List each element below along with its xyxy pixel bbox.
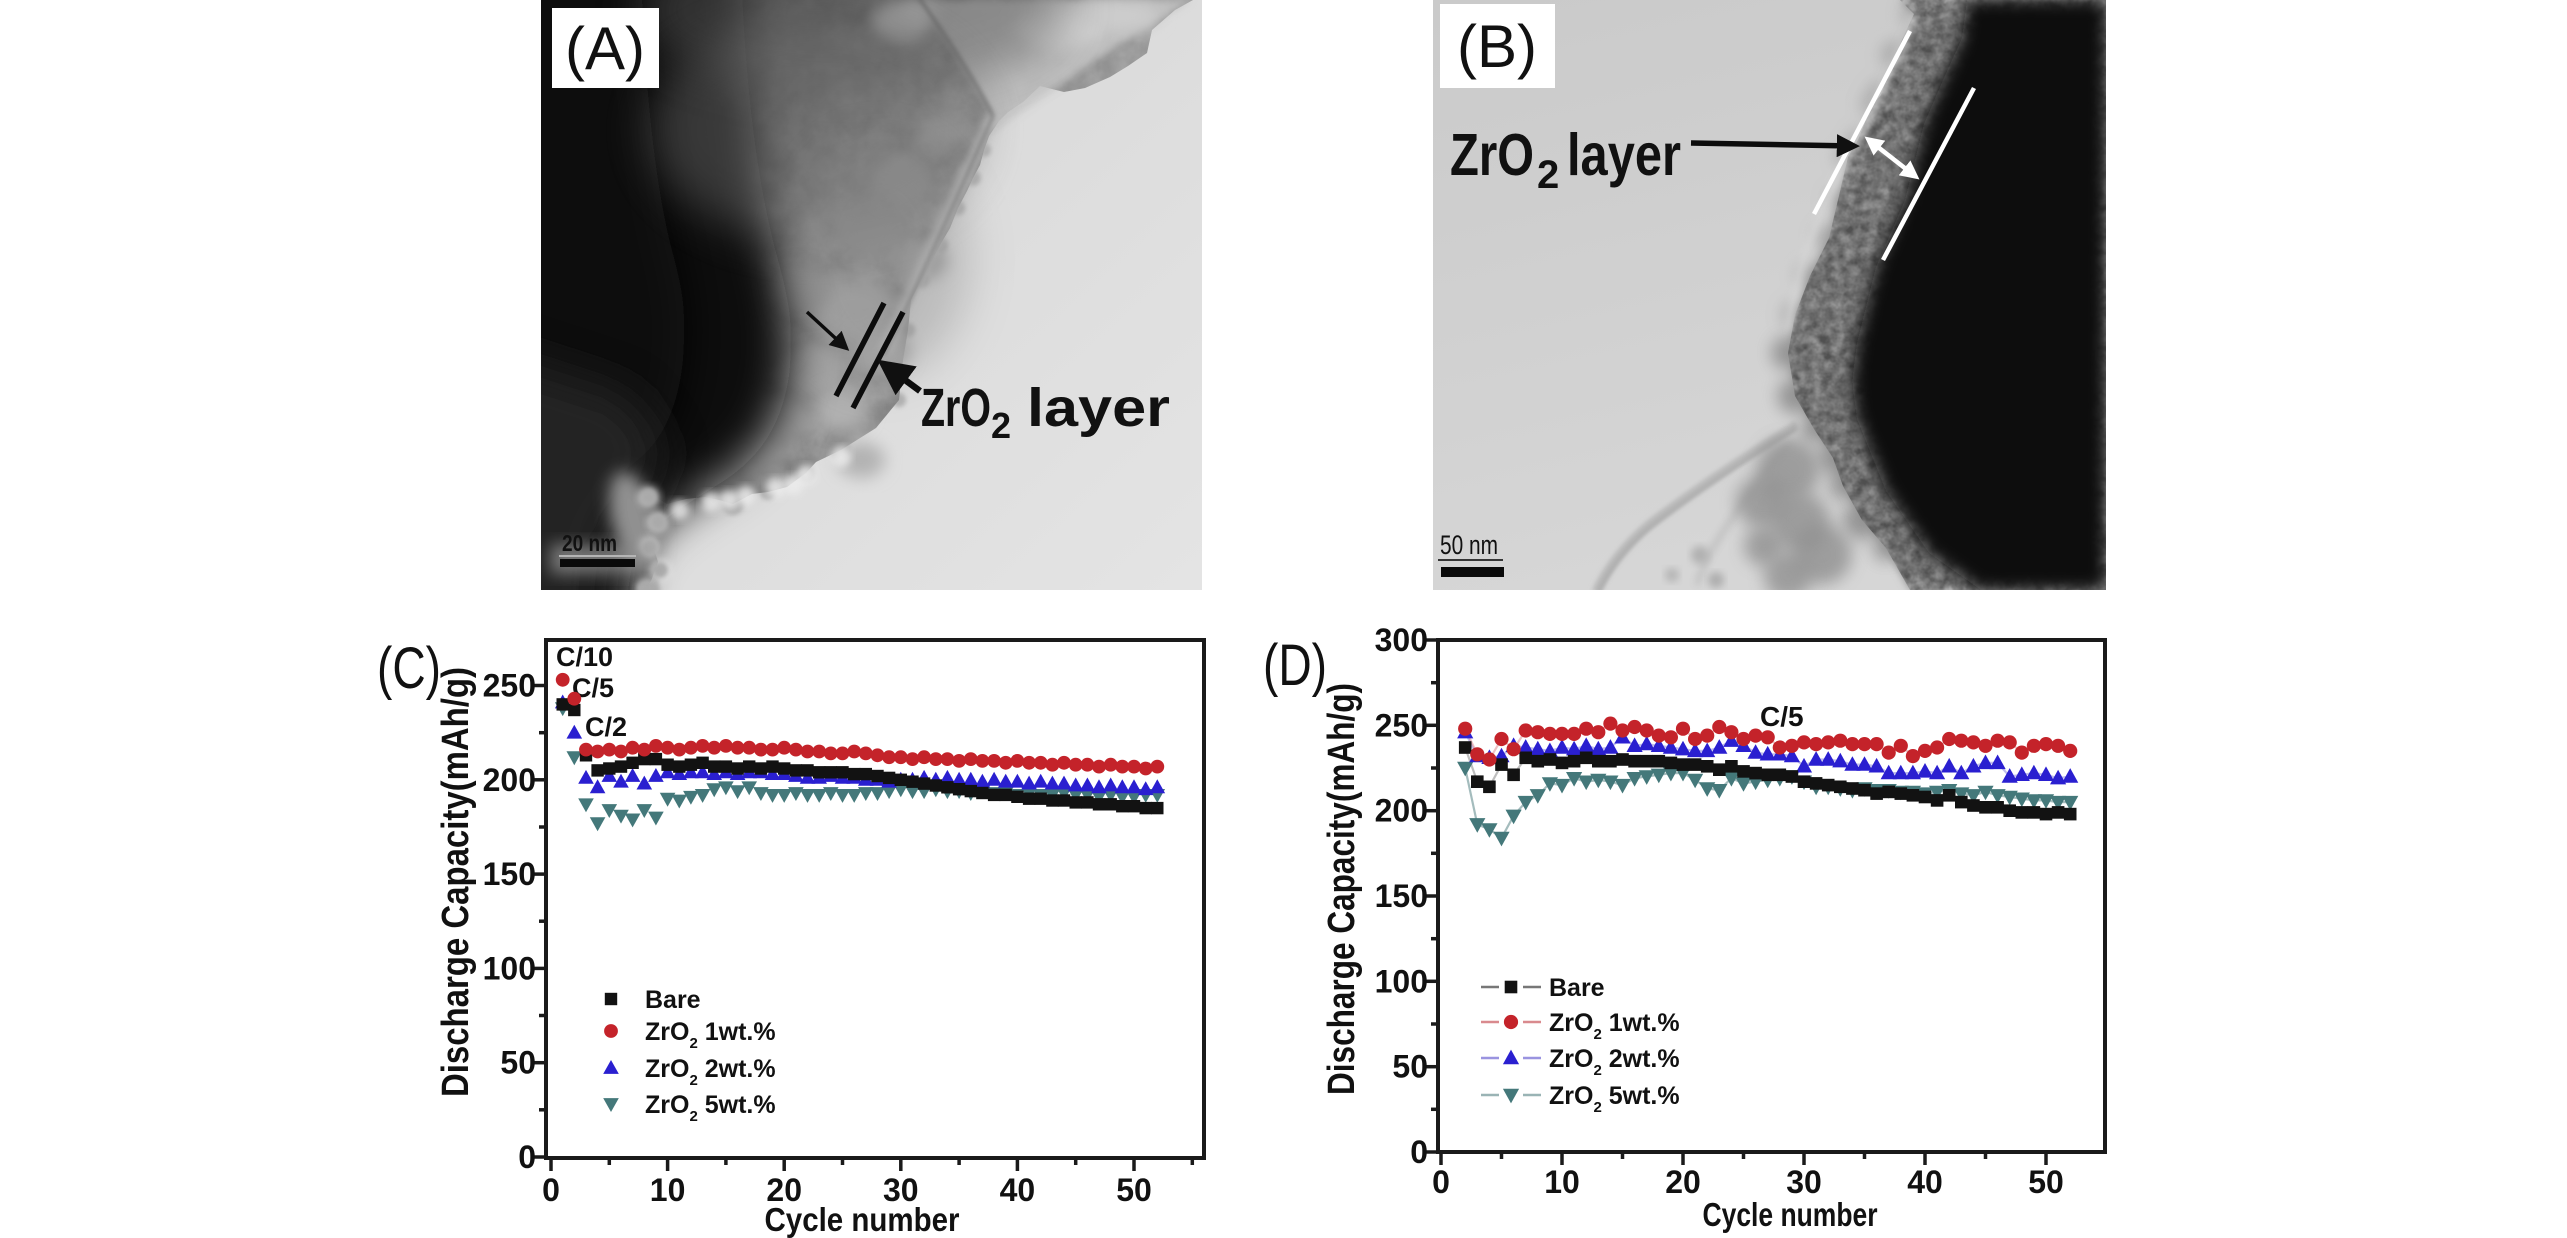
svg-text:50: 50 — [500, 1045, 536, 1081]
svg-text:200: 200 — [483, 762, 536, 798]
svg-text:50: 50 — [1116, 1172, 1152, 1208]
svg-text:Cycle number: Cycle number — [765, 1201, 960, 1238]
svg-text:0: 0 — [1432, 1164, 1450, 1200]
svg-text:layer: layer — [1567, 122, 1681, 188]
svg-text:10: 10 — [650, 1172, 686, 1208]
svg-text:300: 300 — [1375, 622, 1428, 658]
svg-text:ZrO: ZrO — [921, 378, 991, 438]
svg-text:2: 2 — [991, 405, 1011, 446]
svg-text:C/5: C/5 — [1760, 701, 1804, 732]
svg-text:(D): (D) — [1263, 633, 1327, 698]
svg-text:50: 50 — [1392, 1049, 1428, 1085]
svg-text:40: 40 — [1907, 1164, 1943, 1200]
svg-text:0: 0 — [542, 1172, 560, 1208]
svg-text:Bare: Bare — [1549, 974, 1605, 1002]
svg-text:10: 10 — [1544, 1164, 1580, 1200]
svg-text:C/10: C/10 — [556, 642, 613, 672]
svg-text:20: 20 — [1665, 1164, 1701, 1200]
svg-text:Discharge Capacity(mAh/g): Discharge Capacity(mAh/g) — [1321, 683, 1363, 1095]
svg-text:2: 2 — [1537, 153, 1559, 197]
svg-text:100: 100 — [483, 950, 536, 986]
svg-text:30: 30 — [883, 1172, 919, 1208]
svg-text:(C): (C) — [377, 636, 441, 701]
svg-text:Bare: Bare — [645, 986, 701, 1014]
svg-text:40: 40 — [1000, 1172, 1036, 1208]
svg-text:50 nm: 50 nm — [1440, 530, 1498, 560]
svg-text:20 nm: 20 nm — [562, 530, 617, 556]
svg-text:150: 150 — [483, 856, 536, 892]
svg-text:0: 0 — [518, 1139, 536, 1175]
svg-text:30: 30 — [1786, 1164, 1822, 1200]
svg-text:ZrO: ZrO — [1450, 122, 1534, 188]
svg-text:Cycle number: Cycle number — [1703, 1196, 1878, 1233]
svg-text:(A): (A) — [565, 15, 645, 82]
svg-text:100: 100 — [1375, 963, 1428, 999]
svg-text:Discharge Capacity(mAh/g): Discharge Capacity(mAh/g) — [435, 667, 477, 1097]
svg-text:50: 50 — [2028, 1164, 2064, 1200]
svg-text:150: 150 — [1375, 878, 1428, 914]
svg-text:layer: layer — [1027, 378, 1170, 438]
svg-text:250: 250 — [1375, 707, 1428, 743]
svg-text:(B): (B) — [1457, 13, 1537, 80]
svg-text:C/2: C/2 — [585, 712, 627, 742]
svg-text:0: 0 — [1410, 1134, 1428, 1170]
svg-text:200: 200 — [1375, 793, 1428, 829]
svg-text:20: 20 — [766, 1172, 802, 1208]
svg-text:250: 250 — [483, 668, 536, 704]
